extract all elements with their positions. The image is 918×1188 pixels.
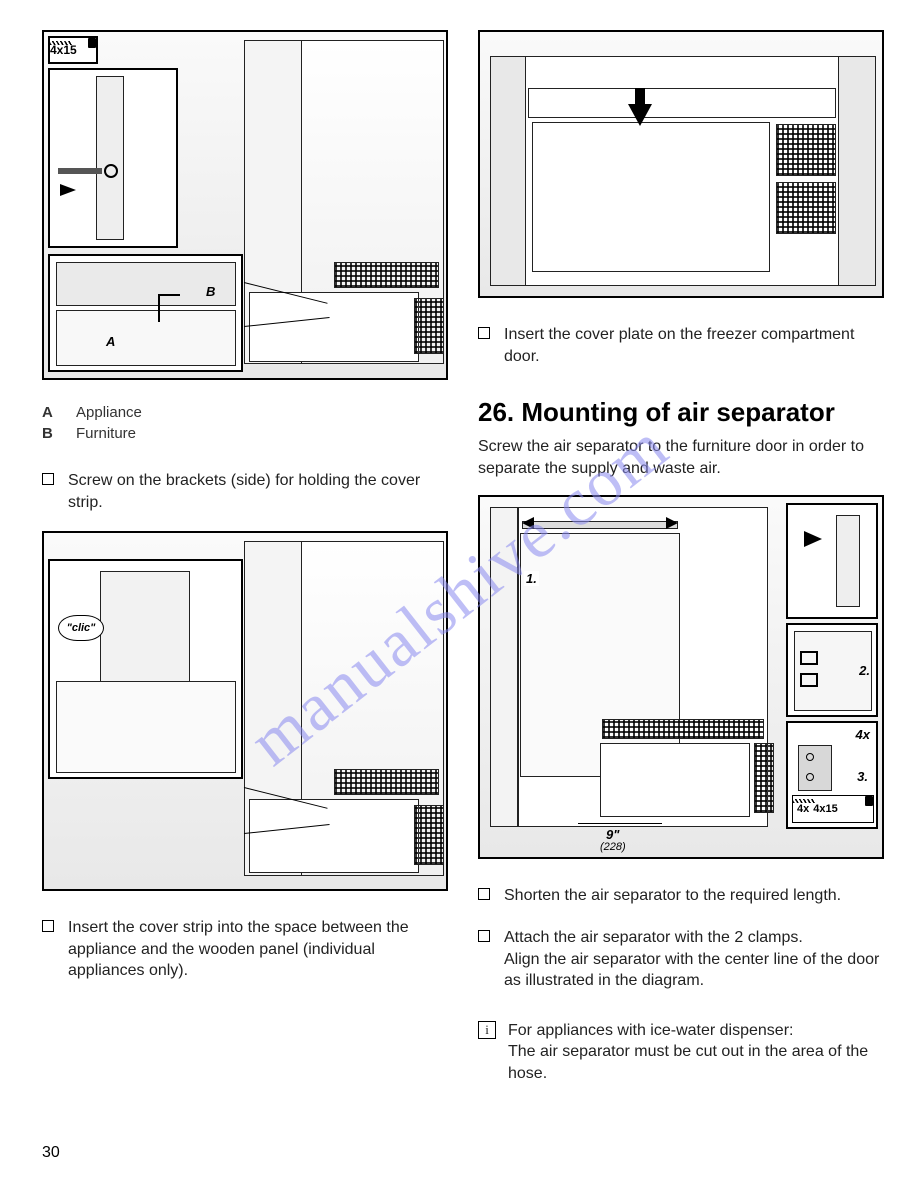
inset-step3: 4x 3. 4x 4x15 bbox=[786, 721, 878, 829]
bracket-rail bbox=[96, 76, 124, 240]
arrow-right-icon bbox=[666, 517, 678, 529]
side-panel bbox=[490, 56, 526, 286]
section-heading: 26. Mounting of air separator bbox=[478, 397, 884, 428]
instruction-item: Screw on the brackets (side) for holding… bbox=[42, 470, 448, 513]
inset-clic-detail: "clic" bbox=[48, 559, 243, 779]
info-icon: i bbox=[478, 1021, 496, 1039]
top-rail bbox=[528, 88, 836, 118]
vent-grille bbox=[334, 262, 439, 288]
vent-grille bbox=[334, 769, 439, 795]
step-label-1: 1. bbox=[524, 571, 539, 586]
instruction-text: Insert the cover strip into the space be… bbox=[68, 917, 448, 982]
legend-text-b: Furniture bbox=[76, 425, 136, 442]
screw-spec-text: 4x15 bbox=[813, 803, 837, 815]
instruction-text: Attach the air separator with the 2 clam… bbox=[504, 927, 884, 992]
bullet-icon bbox=[478, 888, 490, 900]
clamp-icon bbox=[800, 673, 818, 687]
bullet-icon bbox=[42, 473, 54, 485]
inset-step2: 2. bbox=[786, 623, 878, 717]
screw-spec-text: 4x15 bbox=[50, 43, 77, 57]
drawer-front bbox=[249, 799, 419, 873]
qty-label: 4x bbox=[797, 803, 809, 815]
figure-bracket-screw: 4x15 B A bbox=[42, 30, 448, 380]
figure-air-separator: 1. 2. 4x 3. 4x 4x15 bbox=[478, 495, 884, 859]
instruction-item: Insert the cover plate on the freezer co… bbox=[478, 324, 884, 367]
legend-row: A Appliance bbox=[42, 404, 448, 421]
label-a: A bbox=[106, 334, 115, 349]
qty-label: 4x bbox=[856, 727, 870, 742]
door-panel bbox=[520, 533, 680, 777]
dim-line bbox=[578, 823, 662, 824]
clic-bubble: "clic" bbox=[58, 615, 104, 641]
info-text: For appliances with ice-water dispenser:… bbox=[508, 1020, 884, 1085]
screw-icon bbox=[842, 804, 864, 814]
arrow-left-icon bbox=[522, 517, 534, 529]
instruction-text: Screw on the brackets (side) for holding… bbox=[68, 470, 448, 513]
inset-bracket-detail bbox=[48, 68, 178, 248]
legend-key-a: A bbox=[42, 404, 58, 421]
arrow-right-icon bbox=[60, 184, 76, 196]
side-grille bbox=[414, 298, 444, 354]
instruction-item: Shorten the air separator to the require… bbox=[478, 885, 884, 907]
drawer-front bbox=[600, 743, 750, 817]
step-label-3: 3. bbox=[857, 769, 868, 784]
base-panel bbox=[56, 681, 236, 773]
panel-a bbox=[56, 310, 236, 366]
cover-plate bbox=[532, 122, 770, 272]
bullet-icon bbox=[478, 930, 490, 942]
rail-detail bbox=[836, 515, 860, 607]
bracket-detail bbox=[798, 745, 832, 791]
instruction-item: Insert the cover strip into the space be… bbox=[42, 917, 448, 982]
figure-cover-strip: "clic" bbox=[42, 531, 448, 891]
dim-inch: 9" bbox=[606, 827, 619, 842]
screwdriver-shaft bbox=[58, 168, 102, 174]
figure-cover-plate bbox=[478, 30, 884, 298]
bracket-icon bbox=[158, 294, 180, 322]
side-grille bbox=[754, 743, 774, 813]
dim-mm: (228) bbox=[600, 841, 626, 853]
side-grille bbox=[414, 805, 444, 865]
bullet-icon bbox=[42, 920, 54, 932]
vent-grille bbox=[602, 719, 764, 739]
section-intro: Screw the air separator to the furniture… bbox=[478, 436, 884, 479]
screw-icon bbox=[79, 45, 96, 55]
step-label-2: 2. bbox=[859, 663, 870, 678]
legend-key-b: B bbox=[42, 425, 58, 442]
instruction-item: Attach the air separator with the 2 clam… bbox=[478, 927, 884, 992]
page-number: 30 bbox=[42, 1144, 60, 1162]
air-separator-bar bbox=[522, 521, 678, 529]
arrow-right-icon bbox=[804, 531, 822, 547]
screw-hole-icon bbox=[104, 164, 118, 178]
screw-spec-box: 4x15 bbox=[48, 36, 98, 64]
screw-spec-box: 4x 4x15 bbox=[792, 795, 874, 823]
side-grille bbox=[776, 182, 836, 234]
inset-ab-detail: B A bbox=[48, 254, 243, 372]
clamp-icon bbox=[800, 651, 818, 665]
legend-row: B Furniture bbox=[42, 425, 448, 442]
bullet-icon bbox=[478, 327, 490, 339]
instruction-text: Insert the cover plate on the freezer co… bbox=[504, 324, 884, 367]
instruction-text: Shorten the air separator to the require… bbox=[504, 885, 841, 907]
label-b: B bbox=[206, 284, 215, 299]
left-side bbox=[490, 507, 518, 827]
drawer-front bbox=[249, 292, 419, 362]
side-panel bbox=[838, 56, 876, 286]
info-item: i For appliances with ice-water dispense… bbox=[478, 1020, 884, 1085]
inset-step1 bbox=[786, 503, 878, 619]
arrow-down-icon bbox=[628, 104, 652, 126]
legend-ab: A Appliance B Furniture bbox=[42, 404, 448, 446]
side-grille bbox=[776, 124, 836, 176]
legend-text-a: Appliance bbox=[76, 404, 142, 421]
